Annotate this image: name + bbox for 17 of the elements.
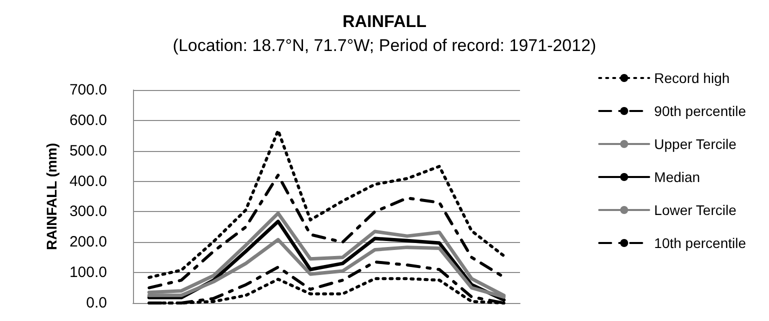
y-axis-title: RAINFALL (mm) — [44, 142, 60, 250]
y-tick-label: 100.0 — [69, 264, 107, 282]
y-tick-label: 300.0 — [69, 203, 107, 220]
legend-label: Record high — [654, 70, 730, 86]
legend-label: Median — [654, 169, 700, 185]
legend-label: 90th percentile — [654, 103, 746, 119]
legend-label: 10th percentile — [654, 235, 746, 251]
chart-title: RAINFALL — [342, 12, 427, 31]
y-tick-label: 700.0 — [69, 82, 107, 98]
y-tick-label: 600.0 — [69, 112, 107, 129]
chart-subtitle: (Location: 18.7°N, 71.7°W; Period of record: 1971-2012) — [172, 36, 596, 55]
y-tick-label: 500.0 — [69, 142, 107, 160]
y-tick-label: 400.0 — [69, 172, 107, 190]
legend-label: Lower Tercile — [654, 202, 737, 218]
y-tick-label: 0.0 — [86, 294, 107, 312]
y-tick-label: 200.0 — [69, 234, 107, 251]
legend-label: Upper Tercile — [654, 136, 737, 152]
